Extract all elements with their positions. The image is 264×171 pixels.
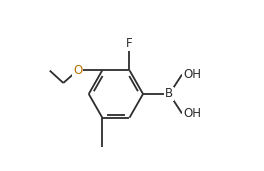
Text: F: F [126,37,133,50]
Text: O: O [73,64,82,77]
Text: OH: OH [183,68,201,81]
Text: B: B [165,88,173,101]
Text: OH: OH [183,107,201,120]
